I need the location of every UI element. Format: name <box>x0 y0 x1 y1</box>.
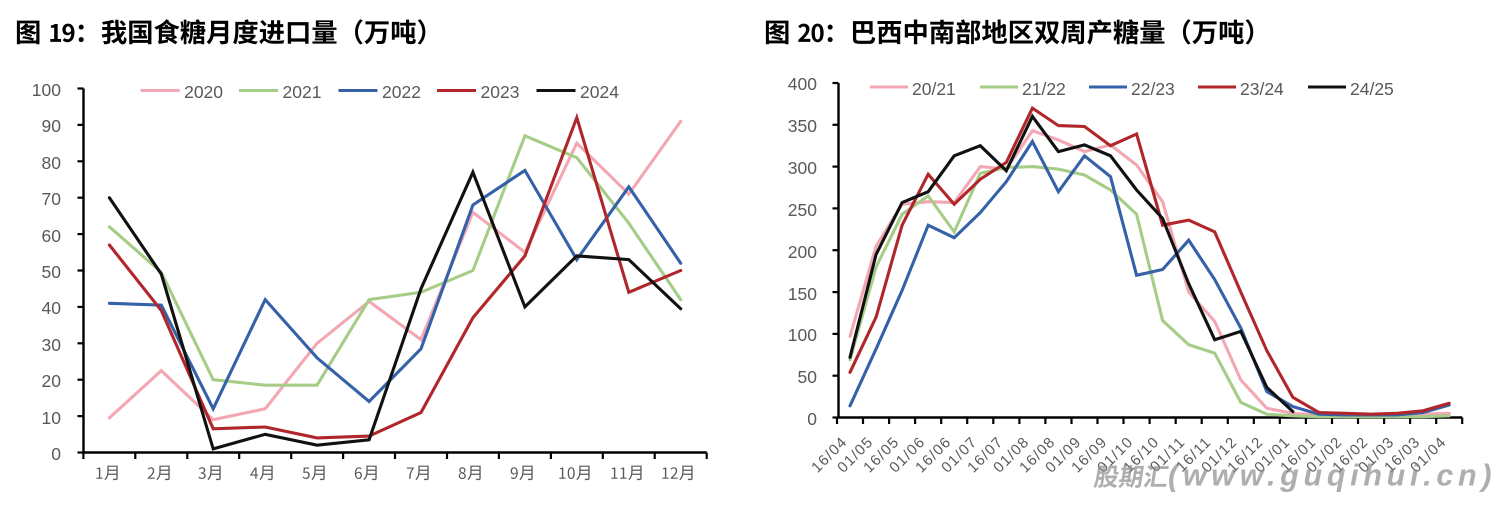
svg-text:(www.guqihui.cn): (www.guqihui.cn) <box>1168 459 1496 493</box>
